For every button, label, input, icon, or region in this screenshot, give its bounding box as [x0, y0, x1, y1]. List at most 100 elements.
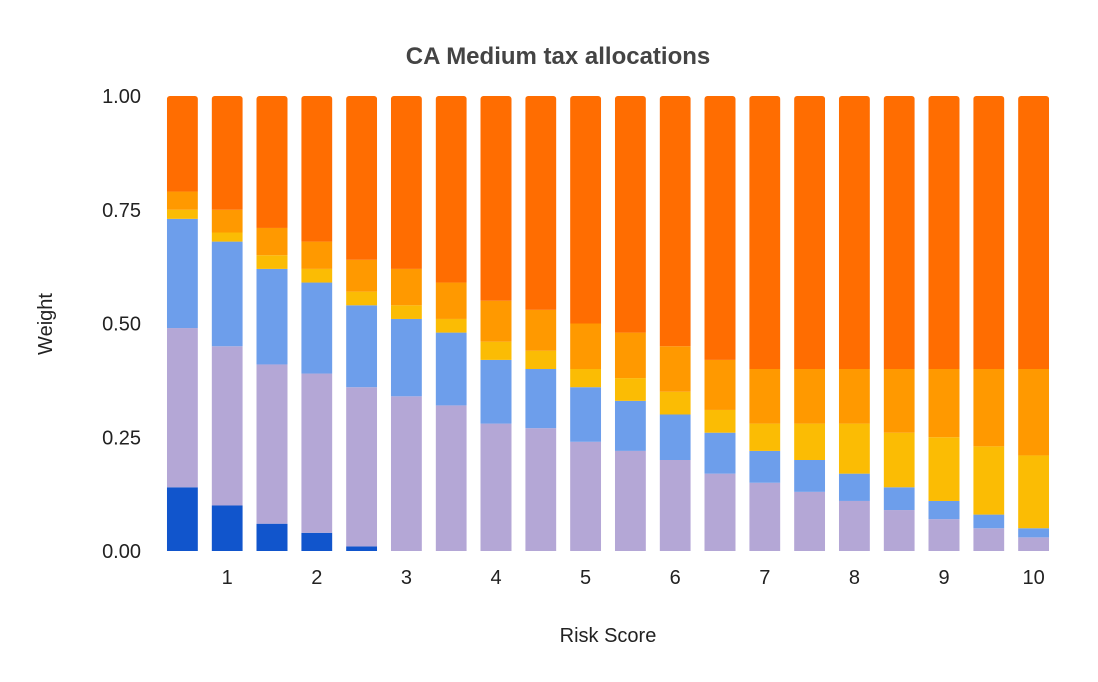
- bar-segment-series-2: [794, 491, 826, 551]
- bar-segment-series-5: [435, 282, 467, 319]
- x-tick-label: 9: [938, 567, 949, 589]
- bar-segment-series-3: [838, 473, 870, 501]
- bar-segment-series-5: [614, 332, 646, 379]
- bar-segment-series-5: [749, 369, 781, 424]
- bar-segment-series-3: [525, 369, 557, 429]
- bar-segment-series-3: [211, 241, 243, 347]
- bar-segment-series-5: [883, 369, 915, 433]
- bar-segment-series-5: [301, 241, 333, 269]
- bar-segment-series-3: [480, 359, 512, 424]
- bar-segment-series-2: [346, 387, 378, 547]
- chart-title: CA Medium tax allocations: [406, 43, 711, 70]
- bar-stack: [749, 96, 781, 551]
- bar-stack: [883, 96, 915, 551]
- bar-segment-series-5: [704, 359, 736, 410]
- x-ticks: 1 2 3 4 5 6 7 8 9 10: [222, 567, 1045, 589]
- bar-stack: [794, 96, 826, 551]
- bar-segment-series-6: [794, 96, 826, 369]
- bar-segment-series-1: [301, 532, 333, 551]
- bar-segment-series-6: [570, 96, 602, 324]
- bar-segment-series-2: [570, 441, 602, 551]
- bar-stack: [525, 96, 557, 551]
- bar-segment-series-6: [838, 96, 870, 369]
- bar-segment-series-1: [346, 546, 378, 551]
- bar-segment-series-2: [928, 519, 960, 551]
- bar-segment-series-5: [211, 209, 243, 233]
- x-tick-label: 2: [311, 567, 322, 589]
- y-tick-label: 1.00: [102, 86, 141, 108]
- bar-segment-series-5: [390, 268, 422, 306]
- bar-stack: [480, 96, 512, 551]
- bar-segment-series-4: [525, 350, 557, 369]
- bar-segment-series-4: [1018, 455, 1050, 529]
- bar-segment-series-3: [614, 400, 646, 451]
- bar-segment-series-5: [928, 369, 960, 438]
- bar-segment-series-5: [480, 300, 512, 342]
- bar-segment-series-6: [301, 96, 333, 242]
- x-tick-label: 10: [1022, 567, 1044, 589]
- bar-segment-series-2: [301, 373, 333, 533]
- bar-stack: [1018, 96, 1050, 551]
- bar-segment-series-6: [883, 96, 915, 369]
- bar-stack: [570, 96, 602, 551]
- bar-segment-series-3: [435, 332, 467, 406]
- bar-segment-series-2: [480, 423, 512, 551]
- bar-segment-series-6: [973, 96, 1005, 369]
- bar-segment-series-3: [1018, 528, 1050, 538]
- x-tick-label: 4: [490, 567, 501, 589]
- bar-segment-series-1: [166, 487, 198, 551]
- bar-segment-series-4: [659, 391, 691, 415]
- bar-segment-series-3: [973, 514, 1005, 529]
- bar-segment-series-6: [659, 96, 691, 347]
- bar-segment-series-6: [346, 96, 378, 260]
- bar-segment-series-2: [256, 364, 288, 524]
- bar-stack: [346, 96, 378, 551]
- bar-segment-series-2: [838, 500, 870, 551]
- bar-segment-series-4: [435, 318, 467, 333]
- bar-segment-series-4: [301, 268, 333, 283]
- bar-segment-series-2: [704, 473, 736, 551]
- bar-segment-series-4: [794, 423, 826, 460]
- y-tick-label: 0.75: [102, 200, 141, 222]
- bar-segment-series-3: [794, 460, 826, 492]
- bar-segment-series-4: [346, 291, 378, 306]
- bar-segment-series-1: [211, 505, 243, 551]
- bar-segment-series-4: [211, 232, 243, 242]
- bar-segment-series-3: [928, 500, 960, 520]
- bar-segment-series-4: [973, 446, 1005, 515]
- bar-segment-series-4: [390, 305, 422, 319]
- bar-segment-series-6: [211, 96, 243, 210]
- x-tick-label: 1: [222, 567, 233, 589]
- bar-stack: [614, 96, 646, 551]
- bar-segment-series-4: [749, 423, 781, 451]
- bar-segment-series-2: [659, 460, 691, 551]
- bar-segment-series-5: [525, 309, 557, 351]
- bar-stack: [211, 96, 243, 551]
- bar-segment-series-6: [480, 96, 512, 301]
- x-tick-label: 3: [401, 567, 412, 589]
- bar-stack: [301, 96, 333, 551]
- bar-stack: [973, 96, 1005, 551]
- y-tick-label: 0.50: [102, 314, 141, 336]
- bar-segment-series-6: [614, 96, 646, 333]
- bar-segment-series-3: [390, 318, 422, 397]
- bar-segment-series-5: [838, 369, 870, 424]
- bar-segment-series-6: [525, 96, 557, 310]
- bar-segment-series-6: [749, 96, 781, 369]
- bar-segment-series-4: [928, 437, 960, 501]
- bar-segment-series-1: [256, 523, 288, 551]
- bar-segment-series-6: [256, 96, 288, 228]
- x-tick-label: 5: [580, 567, 591, 589]
- bar-stack: [256, 96, 288, 551]
- bar-segment-series-5: [166, 191, 198, 210]
- bar-segment-series-3: [570, 387, 602, 442]
- bar-segment-series-6: [928, 96, 960, 369]
- bar-segment-series-3: [346, 305, 378, 388]
- bar-segment-series-4: [480, 341, 512, 360]
- bar-segment-series-2: [883, 510, 915, 551]
- bar-segment-series-4: [166, 209, 198, 219]
- bar-segment-series-2: [749, 482, 781, 551]
- bar-segment-series-2: [211, 346, 243, 506]
- bar-segment-series-4: [614, 378, 646, 401]
- bar-segment-series-6: [1018, 96, 1050, 369]
